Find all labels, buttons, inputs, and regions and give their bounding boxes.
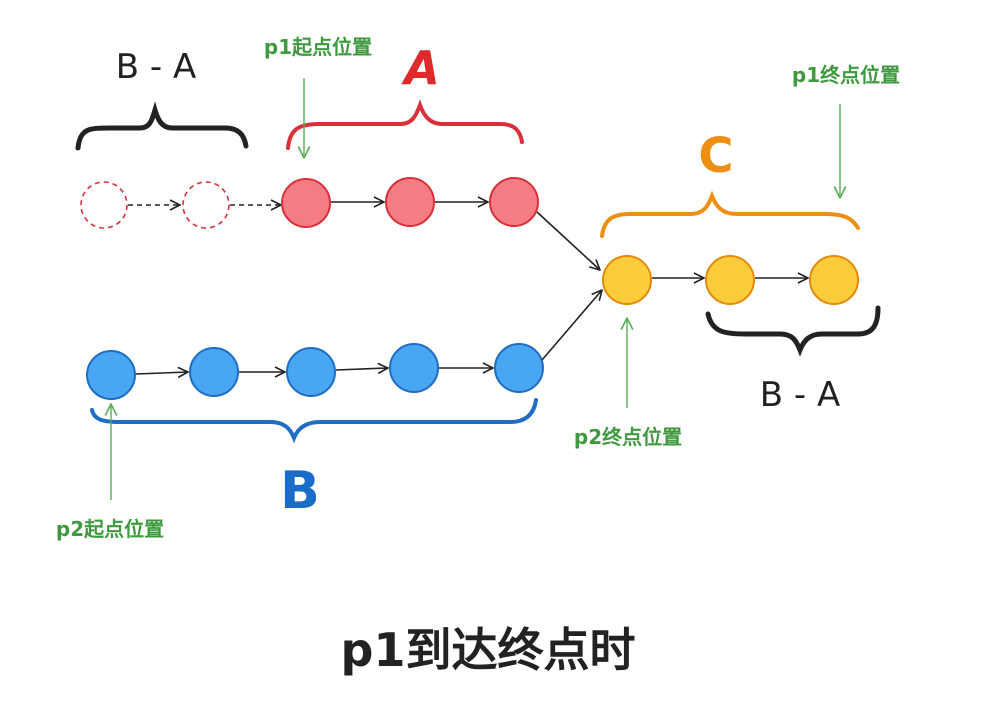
brace-c <box>600 190 860 238</box>
node-b-5 <box>494 343 544 393</box>
label-p2-start: p2起点位置 <box>56 517 164 541</box>
node-b-1 <box>86 350 136 400</box>
label-b: B <box>280 461 320 521</box>
ghost-node-2 <box>182 181 230 229</box>
brace-b-minus-a-top <box>75 101 249 151</box>
node-c-2 <box>705 255 755 305</box>
label-p1-start: p1起点位置 <box>264 35 372 59</box>
node-b-3 <box>286 347 336 397</box>
node-b-2 <box>189 347 239 397</box>
node-c-1 <box>602 255 652 305</box>
caption: p1到达终点时 <box>341 623 636 677</box>
label-b-minus-a-top: B - A <box>116 47 196 87</box>
label-p1-end: p1终点位置 <box>792 63 900 87</box>
arrow-b-1-2 <box>135 372 188 374</box>
node-a-2 <box>385 177 435 227</box>
arrow-a-to-c <box>536 211 600 270</box>
node-b-4 <box>389 343 439 393</box>
label-c: C <box>698 128 733 184</box>
arrow-b-to-c <box>541 290 602 361</box>
node-a-3 <box>489 177 539 227</box>
brace-a <box>286 99 524 150</box>
node-a-1 <box>281 178 331 228</box>
brace-b-minus-a-right <box>705 305 881 357</box>
node-c-3 <box>809 255 859 305</box>
label-b-minus-a-right: B - A <box>760 375 840 415</box>
arrow-b-3-4 <box>335 368 388 370</box>
brace-b <box>90 398 538 444</box>
label-a: A <box>401 41 440 95</box>
label-p2-end: p2终点位置 <box>574 425 682 449</box>
ghost-node-1 <box>80 181 128 229</box>
